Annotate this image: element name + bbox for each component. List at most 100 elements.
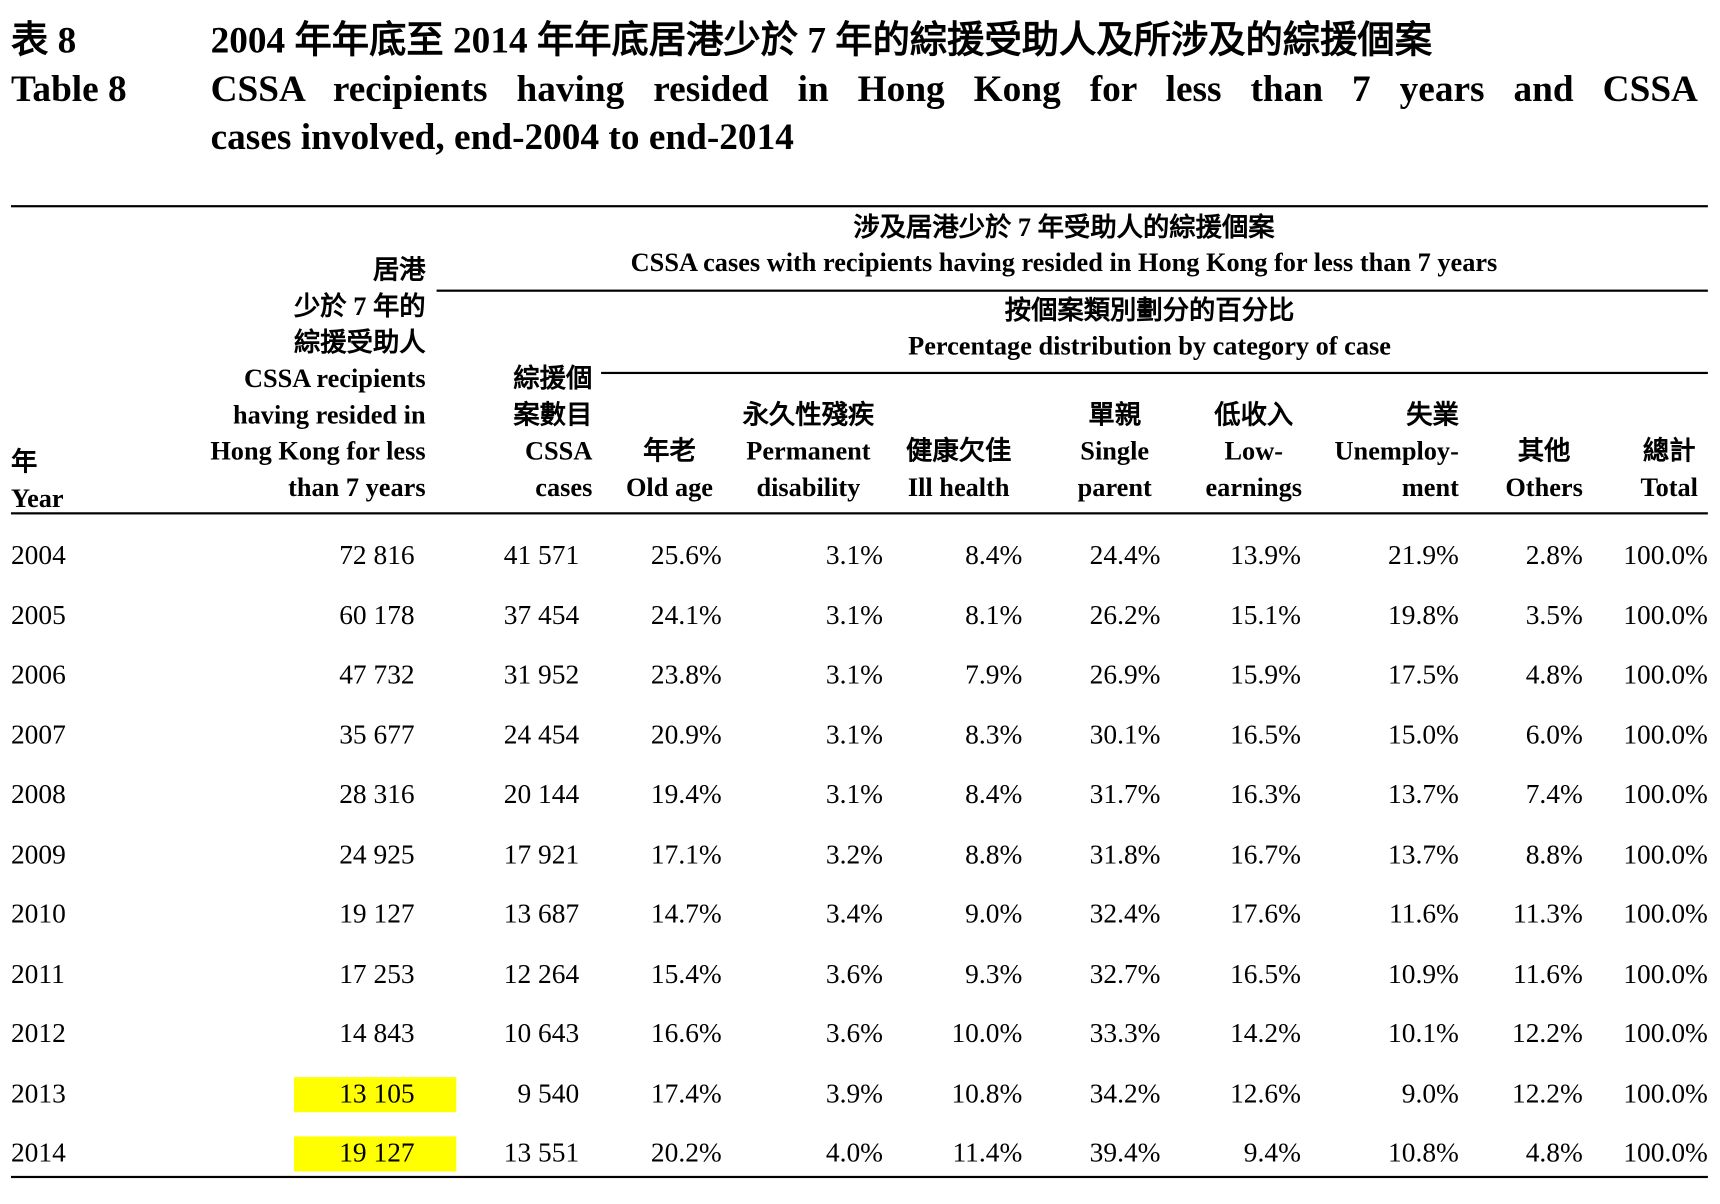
column-header-line: 單親 bbox=[1088, 401, 1142, 430]
table-cell: 26.2% bbox=[1089, 600, 1161, 631]
table-cell: 12 264 bbox=[503, 959, 580, 989]
table-cell: 20.2% bbox=[650, 1138, 722, 1169]
table-cell: 30.1% bbox=[1089, 720, 1161, 750]
table-cell: 100.0% bbox=[1623, 1078, 1708, 1109]
column-header-line: 其他 bbox=[1517, 437, 1571, 467]
column-header: 失業 Unemploy-ment bbox=[1335, 398, 1459, 507]
column-header-line: disability bbox=[756, 473, 861, 503]
table-cell: 34.2% bbox=[1089, 1078, 1161, 1109]
column-header-line: Low- bbox=[1224, 437, 1283, 467]
table-cell: 8.1% bbox=[965, 600, 1023, 631]
table-cell: 72 816 bbox=[339, 540, 415, 571]
column-header-line: Year bbox=[10, 484, 64, 514]
table-cell: 16.3% bbox=[1230, 779, 1301, 810]
table-cell: 100.0% bbox=[1623, 1019, 1708, 1049]
column-header: 永久性殘疾 Permanent disability bbox=[743, 398, 875, 507]
table-cell: 17.5% bbox=[1388, 660, 1459, 690]
column-header: 低收入 Low-earnings bbox=[1205, 398, 1302, 507]
table-cell: 8.3% bbox=[965, 720, 1023, 750]
table-cell: 100.0% bbox=[1623, 1138, 1708, 1169]
column-header-line: CSSA bbox=[525, 437, 593, 467]
table-cell: 17 253 bbox=[339, 959, 415, 989]
table-cell: 32.7% bbox=[1089, 959, 1161, 989]
table-cell: 41 571 bbox=[503, 540, 580, 571]
column-header-line: 年老 bbox=[643, 437, 696, 467]
column-header-line: 案數目 bbox=[513, 401, 593, 430]
row-year: 2007 bbox=[10, 720, 66, 750]
column-header: 年 Year bbox=[11, 445, 64, 517]
table-cell: 16.6% bbox=[650, 1019, 722, 1049]
table-cell: 100.0% bbox=[1623, 720, 1708, 750]
bottom-rule bbox=[10, 1175, 1708, 1179]
table-cell: 9.3% bbox=[965, 959, 1023, 989]
table-cell: 11.3% bbox=[1513, 899, 1583, 930]
column-header: 綜援個 案數目 CSSA cases bbox=[513, 362, 592, 507]
column-header-line: 綜援個 bbox=[513, 365, 593, 394]
column-header-line: 居港 bbox=[372, 256, 426, 286]
table-cell: 12.2% bbox=[1511, 1078, 1583, 1109]
table-cell: 7.4% bbox=[1525, 779, 1583, 810]
table-cell: 100.0% bbox=[1623, 660, 1708, 690]
table-cell: 19.4% bbox=[650, 779, 722, 810]
row-year: 2012 bbox=[10, 1019, 66, 1049]
column-header-line: Others bbox=[1505, 473, 1583, 503]
row-year: 2006 bbox=[10, 660, 66, 690]
table-cell: 19 127 bbox=[339, 899, 415, 930]
table-cell: 14.7% bbox=[650, 899, 722, 930]
row-year: 2005 bbox=[10, 600, 66, 631]
column-header-line: Single bbox=[1080, 437, 1150, 467]
column-header-line: ment bbox=[1401, 473, 1459, 503]
column-header: 其他 Others bbox=[1505, 434, 1583, 506]
table-cell: 9.0% bbox=[1401, 1078, 1459, 1109]
highlight bbox=[293, 1136, 457, 1172]
table-cell: 24.1% bbox=[650, 600, 722, 631]
table-cell: 100.0% bbox=[1623, 899, 1708, 930]
table-cell: 3.5% bbox=[1525, 600, 1583, 631]
column-header: 總計 Total bbox=[1640, 434, 1698, 506]
table-cell: 3.1% bbox=[825, 600, 884, 631]
table-cell: 31.8% bbox=[1089, 839, 1161, 870]
table-cell: 4.8% bbox=[1525, 1138, 1583, 1169]
table-cell: 10.8% bbox=[951, 1078, 1023, 1109]
table-cell: 9.0% bbox=[965, 899, 1023, 930]
table-cell: 13.7% bbox=[1388, 839, 1459, 870]
table-cell: 17.4% bbox=[650, 1078, 722, 1109]
table-cell: 23.8% bbox=[650, 660, 722, 690]
column-header-line: having resided in bbox=[232, 401, 426, 430]
table-cell: 11.6% bbox=[1513, 959, 1583, 989]
table-cell: 8.8% bbox=[1525, 839, 1583, 870]
table-cell: 15.4% bbox=[650, 959, 722, 989]
table-cell: 31.7% bbox=[1089, 779, 1161, 810]
column-header-line: parent bbox=[1077, 473, 1152, 503]
table-cell: 24 454 bbox=[503, 720, 580, 750]
column-header-line: Total bbox=[1640, 473, 1699, 503]
column-header-line: CSSA recipients bbox=[243, 365, 426, 394]
table-cell: 17 921 bbox=[503, 839, 580, 870]
table-cell: 10 643 bbox=[503, 1019, 580, 1049]
column-header-line: 總計 bbox=[1642, 437, 1696, 467]
table-cell: 19.8% bbox=[1388, 600, 1459, 631]
table-cell: 12.6% bbox=[1230, 1078, 1301, 1109]
title-en-line: cases involved, end-2004 to end-2014 bbox=[210, 117, 794, 158]
table-cell: 31 952 bbox=[503, 660, 580, 690]
table-cell: 4.8% bbox=[1525, 660, 1583, 690]
column-header-line: 綜援受助人 bbox=[293, 329, 426, 358]
table-cell: 7.9% bbox=[965, 660, 1023, 690]
table-cell: 13.7% bbox=[1388, 779, 1459, 810]
column-header-line: than 7 years bbox=[288, 473, 426, 503]
table-cell: 9 540 bbox=[517, 1078, 580, 1109]
title-en-line: CSSA recipients having resided in Hong K… bbox=[210, 69, 1699, 110]
table-cell: 3.1% bbox=[825, 540, 884, 571]
table-cell: 24 925 bbox=[339, 839, 415, 870]
table-cell: 20 144 bbox=[503, 779, 580, 810]
header-rule bbox=[10, 512, 1708, 515]
table-cell: 35 677 bbox=[339, 720, 415, 750]
subgroup-rule bbox=[601, 371, 1708, 374]
table-cell: 15.9% bbox=[1230, 660, 1301, 690]
table-cell: 26.9% bbox=[1089, 660, 1161, 690]
column-header-line: Permanent bbox=[746, 437, 871, 467]
row-year: 2010 bbox=[10, 899, 66, 930]
table-cell: 10.0% bbox=[951, 1019, 1023, 1049]
table-cell: 3.2% bbox=[825, 839, 884, 870]
